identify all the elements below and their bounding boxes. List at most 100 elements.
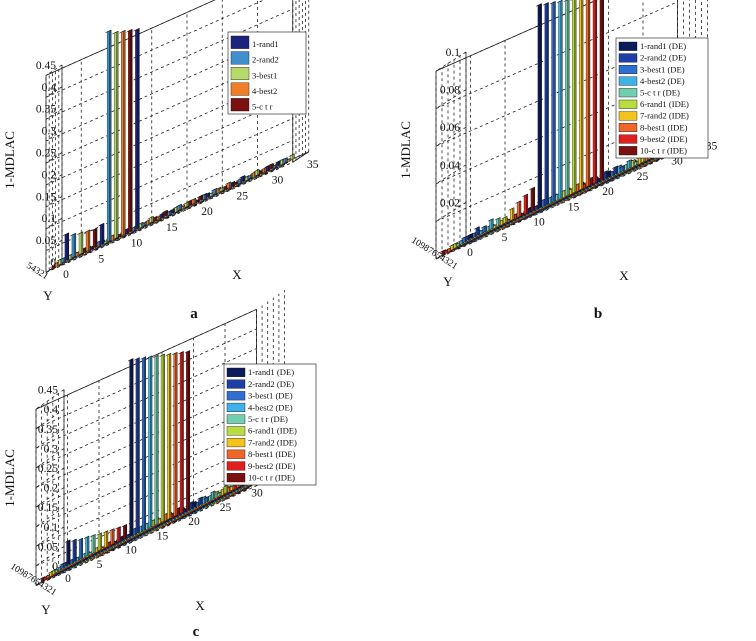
legend-entry: 4-best2 (DE) — [248, 402, 293, 412]
legend-swatch — [226, 461, 246, 471]
bar — [64, 539, 71, 566]
x-tick-label: 25 — [637, 171, 649, 183]
bar — [197, 194, 203, 202]
bar — [204, 192, 210, 199]
z-tick-label: 0.2 — [42, 169, 57, 181]
z-tick-label: 0.15 — [38, 502, 58, 514]
bar — [508, 207, 515, 221]
legend-swatch — [618, 99, 638, 109]
x-axis-label: X — [619, 268, 629, 283]
y-tick-labels: 10987654321 — [409, 236, 459, 272]
legend-swatch — [230, 82, 250, 96]
legend-swatch — [230, 98, 250, 112]
bar — [515, 200, 522, 218]
legend-swatch — [226, 379, 246, 389]
z-tick-label: 0.45 — [38, 385, 58, 397]
legend-swatch — [226, 414, 246, 424]
legend-entry: 4-best2 — [252, 86, 277, 96]
panel-a: 0 0.05 0.1 0.15 0.2 0.25 0.3 0.35 0.4 0.45 0 5 10 15 2… — [2, 0, 319, 322]
bar — [98, 222, 105, 246]
bar — [494, 217, 501, 227]
x-tick-label: 35 — [307, 159, 319, 171]
bar — [121, 524, 127, 540]
x-tick-label: 25 — [237, 190, 249, 202]
x-tick-label: 30 — [671, 156, 683, 168]
bar — [232, 180, 239, 186]
bar — [570, 0, 577, 194]
x-tick-label: 0 — [65, 573, 71, 585]
z-tick-labels: 0 0.05 0.1 0.15 0.2 0.25 0.3 0.35 0.4 0.45 — [38, 385, 58, 573]
bar — [77, 231, 84, 255]
bar — [140, 356, 146, 532]
z-tick-label: 0 — [50, 257, 56, 269]
bar — [126, 28, 133, 233]
legend-swatch — [618, 41, 638, 51]
bar — [53, 261, 60, 268]
legend-entry: 3-best1 (DE) — [640, 64, 685, 74]
bar — [605, 170, 611, 179]
legend-swatch — [226, 473, 246, 483]
bar — [63, 232, 69, 262]
y-axis-label: Y — [41, 602, 51, 617]
bar — [50, 264, 57, 270]
z-tick-label: 0.4 — [44, 404, 59, 416]
bar — [585, 0, 591, 188]
panel-c: 0 0.05 0.1 0.15 0.2 0.25 0.3 0.35 0.4 0.45 0 5 10 15 2… — [2, 289, 317, 640]
bar — [612, 165, 618, 176]
bar-marks — [50, 27, 295, 270]
bar — [168, 208, 175, 214]
x-tick-label: 15 — [568, 201, 580, 213]
legend-entry: 2-rand2 (DE) — [248, 379, 294, 389]
bar — [133, 27, 140, 230]
bar — [91, 227, 98, 249]
legend-swatch — [618, 134, 638, 144]
bar — [71, 538, 77, 563]
legend-swatch — [618, 64, 638, 74]
legend-swatch — [618, 53, 638, 63]
z-tick-label: 0.1 — [42, 213, 57, 225]
bar — [115, 526, 121, 543]
bar — [191, 500, 197, 509]
bar — [474, 226, 480, 237]
bar — [189, 197, 196, 205]
z-tick-label: 0.15 — [36, 191, 56, 203]
x-tick-label: 10 — [125, 545, 137, 557]
legend: 1-rand1 (DE) 2-rand2 (DE)3-best1 (DE) 4-be… — [615, 37, 709, 159]
legend-entry: 5-c t r — [252, 102, 273, 112]
z-tick-label: 0.02 — [440, 197, 460, 209]
bar — [146, 355, 153, 529]
bar — [161, 209, 168, 217]
legend-entry: 5-c t r (DE) — [248, 414, 288, 424]
z-tick-labels: 0 0.05 0.1 0.15 0.2 0.25 0.3 0.35 0.4 0.45 — [36, 60, 56, 269]
legend-swatch — [226, 438, 246, 448]
bar — [83, 535, 90, 557]
bar — [172, 351, 178, 517]
legend-entry: 10-c t r (IDE) — [640, 146, 687, 156]
bar — [579, 0, 584, 191]
legend-entry: 7-rand2 (IDE) — [640, 111, 689, 121]
bar — [209, 490, 216, 500]
panel-letter: b — [594, 306, 602, 322]
legend-swatch — [618, 76, 638, 86]
legend-entry: 9-best2 (IDE) — [640, 134, 688, 144]
bar — [182, 201, 189, 208]
bar — [556, 0, 563, 200]
legend-entry: 6-rand1 (IDE) — [640, 99, 689, 109]
z-tick-label: 0.3 — [42, 126, 57, 138]
bar — [467, 233, 473, 240]
bar — [70, 232, 76, 258]
bar — [529, 186, 535, 212]
legend-entry: 7-rand2 (IDE) — [248, 437, 297, 447]
bar — [239, 175, 246, 183]
z-tick-label: 0.3 — [44, 443, 59, 455]
bar — [625, 159, 632, 169]
z-axis-label: 1-MDLAC — [2, 131, 17, 189]
legend-swatch — [226, 449, 246, 459]
bar — [281, 157, 288, 164]
bar — [267, 162, 274, 170]
x-tick-label: 10 — [533, 217, 545, 229]
bar — [446, 247, 452, 253]
x-tick-label: 0 — [63, 269, 69, 281]
x-tick-label: 30 — [251, 488, 263, 500]
